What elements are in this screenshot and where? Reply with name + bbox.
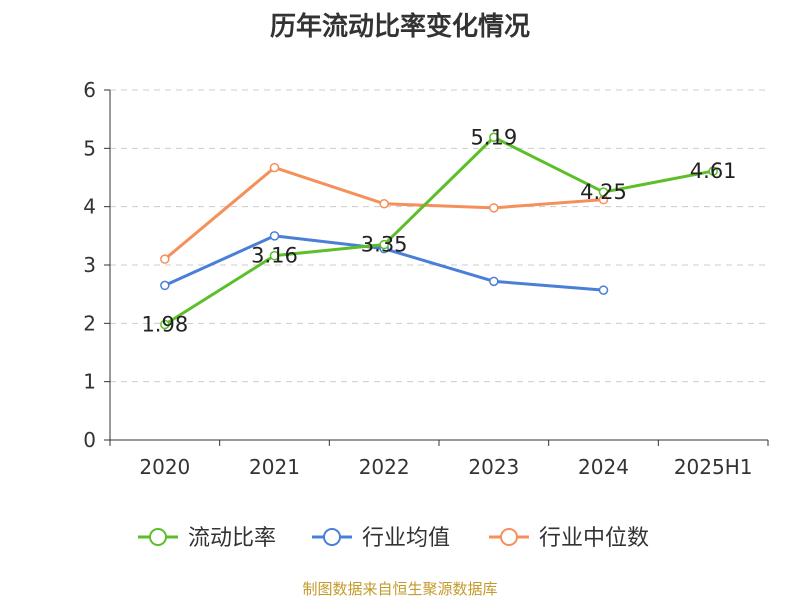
axes: 0 1 2 3 4 5 6 2020 2021 2022 2023 2024 2025H1 [83,78,769,479]
data-label: 5.19 [470,125,517,149]
data-point [489,203,499,213]
data-point [269,162,280,173]
data-point [160,254,170,264]
gridlines [110,89,768,383]
data-point [379,199,389,209]
legend: 流动比率 行业均值 行业中位数 [138,526,649,551]
legend-label: 行业均值 [362,526,450,551]
data-label: 1.98 [141,313,188,337]
data-labels: 1.98 3.16 3.35 5.19 4.25 4.61 [141,125,736,336]
x-tick-label: 2021 [249,455,300,479]
series-lines [160,132,718,330]
y-tick-label: 2 [83,311,96,335]
data-label: 3.16 [251,244,298,268]
y-tick-label: 0 [83,428,96,452]
data-point [708,166,718,176]
y-tick-label: 5 [83,136,96,160]
x-tick-label: 2020 [139,455,190,479]
y-tick-label: 3 [83,253,96,277]
data-point [598,285,609,295]
data-point [160,319,170,330]
data-label: 3.35 [361,233,408,257]
source-note: 制图数据来自恒生聚源数据库 [302,580,498,598]
data-point [269,250,280,261]
data-point [160,280,170,291]
legend-marker [323,528,341,546]
data-point [489,132,499,142]
y-tick-label: 1 [83,370,96,394]
x-tick-label: 2023 [468,455,519,479]
data-point [379,239,389,250]
x-tick-label: 2024 [578,455,629,479]
legend-marker [149,528,167,546]
data-point [598,187,609,197]
series-line [164,135,714,326]
legend-marker [500,528,518,546]
x-tick-label: 2025H1 [674,455,753,479]
legend-label: 行业中位数 [539,526,649,551]
legend-label: 流动比率 [188,526,276,551]
data-point [269,231,280,241]
y-tick-label: 6 [83,78,96,102]
y-tick-label: 4 [83,195,96,219]
chart-title: 历年流动比率变化情况 [269,12,530,42]
x-tick-label: 2022 [359,455,410,479]
data-point [489,276,499,287]
data-label: 4.25 [580,180,627,204]
data-label: 4.61 [690,159,737,183]
